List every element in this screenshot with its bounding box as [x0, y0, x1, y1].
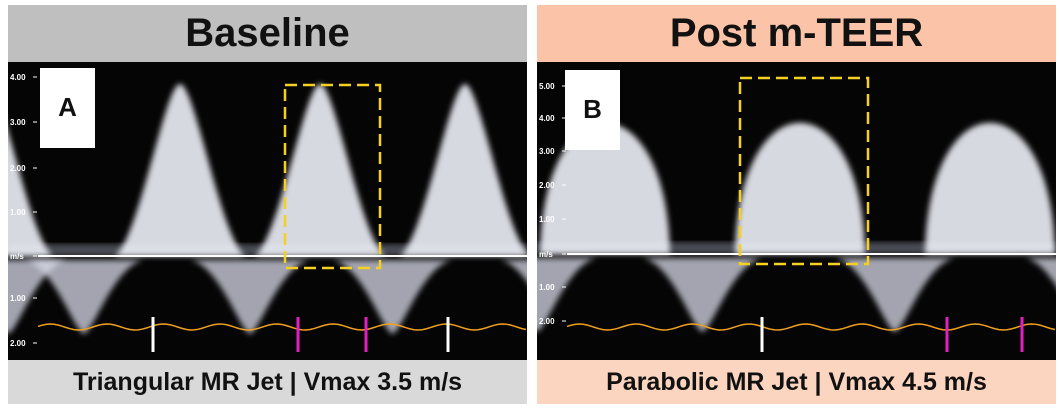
mr-jet: [8, 131, 53, 256]
tick-label: 2.00: [539, 181, 555, 190]
highlight-box: [738, 76, 870, 266]
caption: Parabolic MR Jet | Vmax 4.5 m/s: [537, 360, 1056, 404]
letter-box: [40, 68, 95, 148]
tick-label: m/s: [539, 250, 553, 259]
tick-label: 5.00: [539, 82, 555, 91]
panel-title: Post m-TEER: [537, 5, 1056, 62]
mr-jet: [255, 84, 385, 256]
tick-label: 2.00: [539, 317, 555, 326]
tick-label: 3.00: [10, 118, 26, 127]
reverse-flow: [537, 258, 597, 332]
reverse-flow: [835, 258, 955, 332]
tick-label: m/s: [10, 252, 24, 261]
tick-label: 4.00: [539, 114, 555, 123]
ecg: [37, 323, 527, 331]
caption: Triangular MR Jet | Vmax 3.5 m/s: [8, 360, 527, 404]
highlight-box: [283, 83, 382, 270]
panel-title: Baseline: [8, 5, 527, 62]
tick-label: 2.00: [10, 164, 26, 173]
tick-label: 1.00: [10, 294, 26, 303]
doppler-image: 5.00 4.00 3.00 2.00 1.00 m/s 1.00 2.00 B: [537, 62, 1056, 360]
mr-jet: [115, 84, 245, 256]
doppler-image: 4.00 3.00 2.00 1.00 m/s 1.00 2.00 A: [8, 62, 527, 360]
tick-label: 1.00: [10, 208, 26, 217]
mr-jet: [540, 122, 670, 254]
reverse-flow: [642, 258, 763, 332]
mr-jet: [400, 84, 527, 256]
reverse-flow: [190, 260, 310, 334]
mr-jet: [735, 122, 865, 254]
reverse-flow: [1025, 258, 1056, 286]
panel: Baseline 4.00 3.00 2.00 1.00 m/s 1.00 2.00 A Tr…: [8, 5, 527, 404]
mr-jet: [925, 122, 1055, 254]
reverse-flow: [500, 260, 527, 282]
tick-label: 3.00: [539, 147, 555, 156]
reverse-flow: [8, 260, 68, 334]
letter-box: [565, 70, 620, 150]
tick-label: 4.00: [10, 73, 26, 82]
panel-letter: A: [58, 92, 77, 122]
panel-letter: B: [583, 94, 602, 124]
tick-label: 1.00: [539, 283, 555, 292]
ecg: [566, 323, 1056, 331]
panel: Post m-TEER 5.00 4.00 3.00 2.00 1.00 m/s 1.00 2…: [537, 5, 1056, 404]
tick-label: 2.00: [10, 339, 26, 348]
tick-label: 1.00: [539, 215, 555, 224]
reverse-flow: [332, 260, 453, 334]
reverse-flow: [24, 260, 144, 334]
